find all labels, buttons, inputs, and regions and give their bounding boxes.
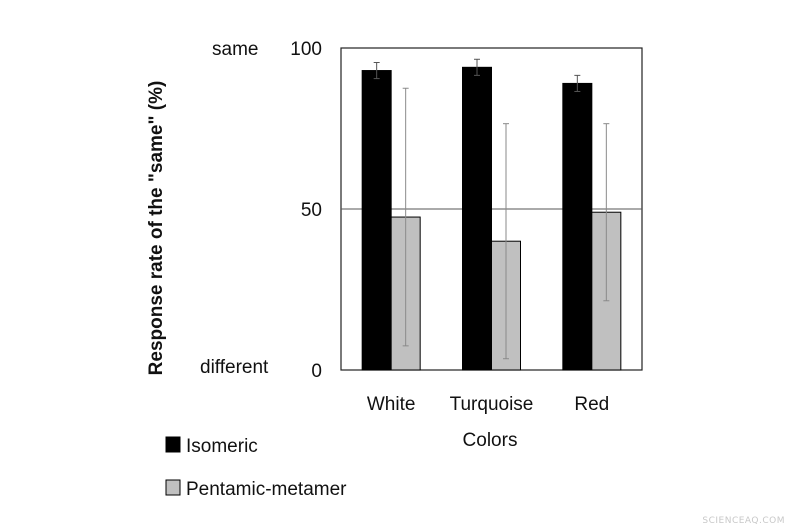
- y-annotation-bottom: different: [200, 357, 269, 378]
- bars-layer: [361, 66, 622, 371]
- x-tick-label-white: White: [367, 394, 416, 415]
- x-tick-label-turquoise: Turquoise: [450, 394, 534, 415]
- y-tick-label-50: 50: [301, 200, 322, 221]
- legend-swatch-pentamic-metamer: [165, 479, 181, 496]
- y-annotation-top: same: [212, 39, 258, 60]
- x-tick-label-red: Red: [574, 394, 609, 415]
- bar-isomeric-red: [562, 82, 593, 371]
- y-tick-label-100: 100: [290, 39, 322, 60]
- error-bar-pentamic-metamer-red: [603, 123, 610, 302]
- error-bar-isomeric-white: [373, 61, 380, 80]
- legend-swatch-isomeric: [165, 436, 181, 453]
- error-bars-layer: [373, 58, 610, 360]
- y-ticks: 0 50 100: [290, 39, 322, 382]
- legend-label-isomeric: Isomeric: [186, 436, 258, 457]
- y-axis-label: Response rate of the "same" (%): [146, 81, 167, 376]
- error-bar-isomeric-red: [574, 74, 581, 92]
- error-bar-pentamic-metamer-turquoise: [503, 123, 509, 360]
- legend: Isomeric Pentamic-metamer: [165, 436, 347, 500]
- bar-isomeric-white: [361, 70, 392, 371]
- x-axis-label: Colors: [463, 430, 518, 451]
- legend-label-pentamic-metamer: Pentamic-metamer: [186, 479, 347, 500]
- bar-isomeric-turquoise: [462, 66, 492, 371]
- error-bar-isomeric-turquoise: [474, 58, 480, 76]
- x-ticks: White Turquoise Red: [367, 394, 609, 415]
- watermark: SCIENCEAQ.COM: [702, 516, 785, 526]
- error-bar-pentamic-metamer-white: [402, 87, 409, 347]
- y-tick-label-0: 0: [311, 361, 322, 382]
